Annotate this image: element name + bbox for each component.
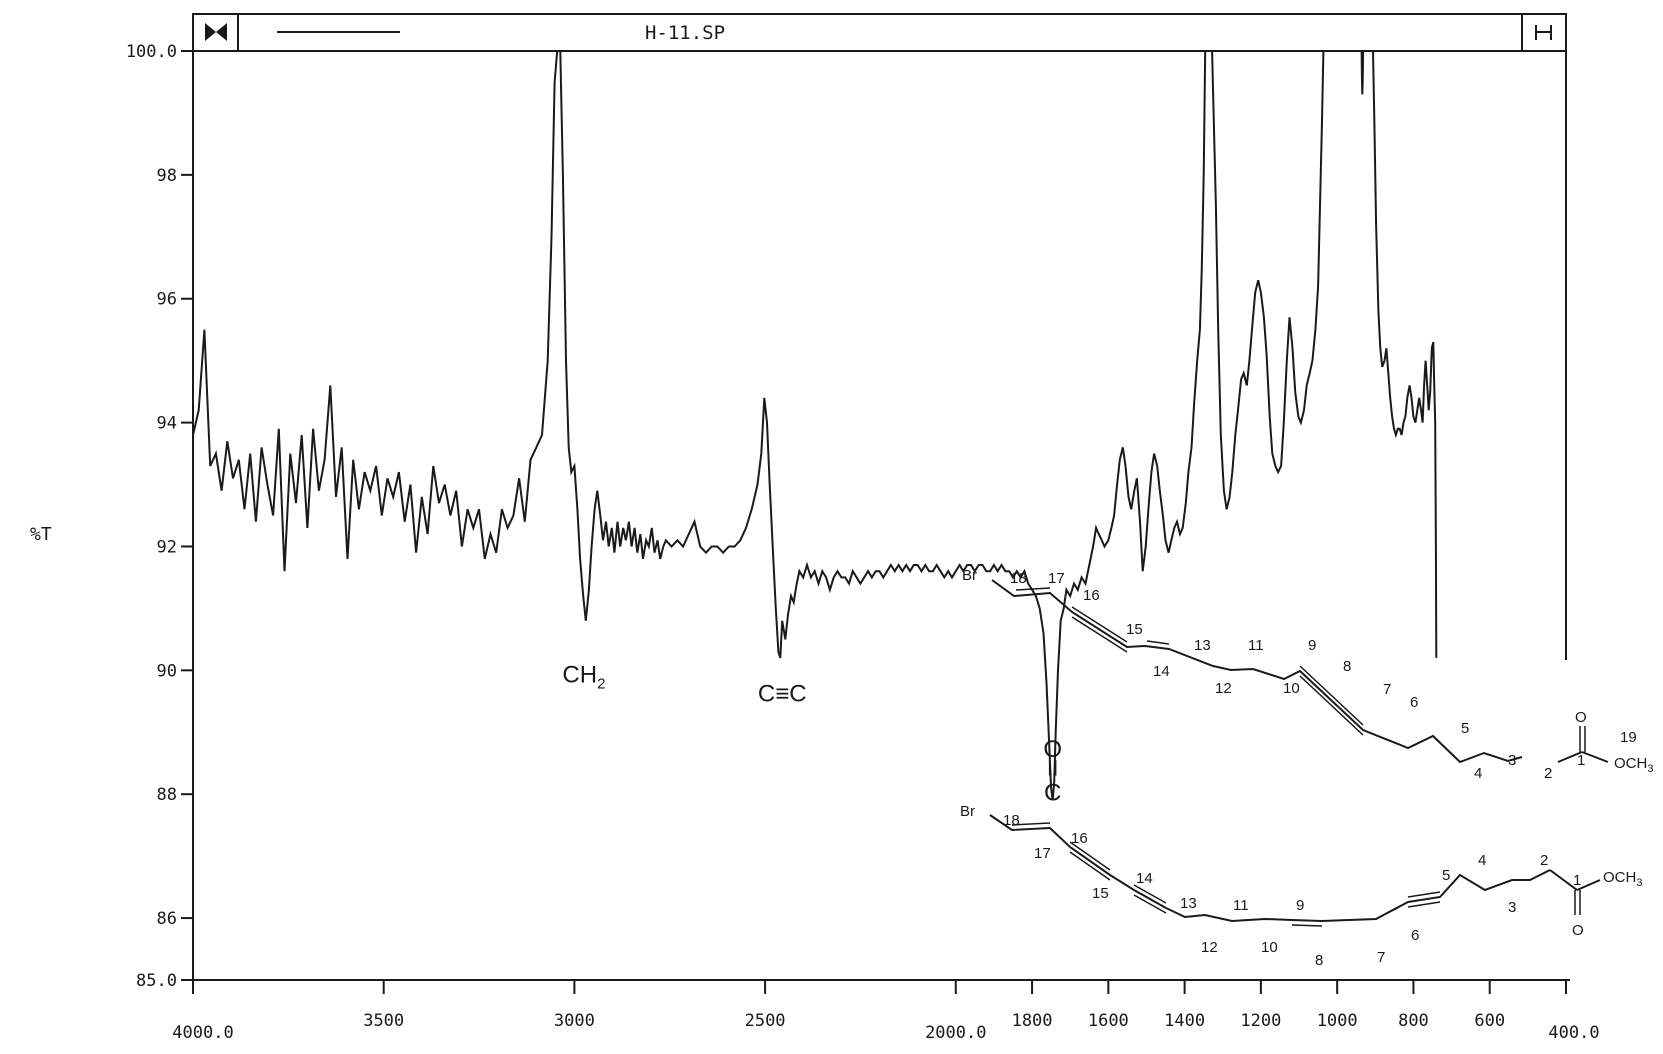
y-tick-label: 94 [157, 414, 177, 434]
x-tick-label: 1600 [1088, 1011, 1129, 1031]
structure-top-c8: 8 [1343, 658, 1351, 675]
structure-bottom-c5: 5 [1442, 867, 1450, 884]
h-bar-icon[interactable] [1535, 25, 1552, 40]
structure-top-c12: 12 [1215, 680, 1232, 697]
structure-bottom-c15: 15 [1092, 885, 1109, 902]
structure-top-c7: 7 [1383, 681, 1391, 698]
band-label: C [1044, 779, 1061, 806]
x-tick-label: 2000.0 [925, 1023, 986, 1043]
structure-top-c2: 2 [1544, 765, 1552, 782]
structure-top-carbonyl-o: O [1575, 709, 1587, 726]
y-tick-label: 86 [157, 909, 177, 929]
title-bar-frame [192, 13, 1567, 52]
structure-top-c16: 16 [1083, 587, 1100, 604]
y-tick-label: 100.0 [126, 42, 177, 62]
band-label: O [1043, 736, 1062, 763]
y-tick-label: 92 [157, 537, 177, 557]
structure-bottom-c1: 1 [1573, 872, 1581, 889]
structure-top-br: Br [962, 567, 977, 584]
structure-bottom-c3: 3 [1508, 899, 1516, 916]
structure-bottom-c11: 11 [1233, 897, 1249, 914]
structure-bottom: Br 18 17 16 15 14 13 12 11 10 9 8 7 6 5 … [960, 803, 1642, 969]
structure-top-c11: 11 [1248, 637, 1264, 654]
plot-area [192, 51, 1570, 981]
x-tick-label: 4000.0 [172, 1023, 233, 1043]
x-tick-label: 2500 [745, 1011, 786, 1031]
structure-bottom-c4: 4 [1478, 852, 1486, 869]
y-tick-label: 98 [157, 166, 177, 186]
structure-top-c4: 4 [1474, 765, 1482, 782]
x-tick-label: 800 [1398, 1011, 1429, 1031]
structure-top-c13: 13 [1194, 637, 1211, 654]
structure-bottom-c9: 9 [1296, 897, 1304, 914]
band-annotations: CH2 C≡C OC [562, 662, 1062, 807]
y-tick-label: 96 [157, 290, 177, 310]
structure-bottom-carbonyl-o: O [1572, 922, 1584, 939]
band-label: C≡C [758, 680, 807, 707]
x-tick-label: 400.0 [1548, 1023, 1599, 1043]
x-ticks: 4000.0 3500 3000 2500 2000.0 1800 1600 1400 1200… [172, 980, 1600, 1043]
structure-bottom-br: Br [960, 803, 975, 820]
structure-bottom-c2: 2 [1540, 852, 1548, 869]
x-tick-label: 1000 [1317, 1011, 1358, 1031]
structure-bottom-c14: 14 [1136, 870, 1153, 887]
structure-top-c9: 9 [1308, 637, 1316, 654]
structure-bottom-c13: 13 [1180, 895, 1197, 912]
structure-bottom-c16: 16 [1071, 830, 1088, 847]
structure-bottom-ester: OCH3 [1603, 869, 1642, 889]
structure-top-c18: 18 [1010, 570, 1027, 587]
x-tick-label: 1800 [1012, 1011, 1053, 1031]
x-tick-label: 3500 [363, 1011, 404, 1031]
structure-top: Br 18 17 16 15 14 13 12 11 10 9 8 7 6 5 … [962, 567, 1653, 782]
structure-bottom-c8: 8 [1315, 952, 1323, 969]
bowtie-icon[interactable] [205, 23, 227, 41]
y-tick-label: 85.0 [136, 971, 177, 991]
structure-top-c14: 14 [1153, 663, 1170, 680]
y-ticks: 100.0 98 96 94 92 90 88 86 85.0 [126, 42, 193, 991]
y-axis-label: %T [30, 524, 52, 545]
structure-bottom-c6: 6 [1411, 927, 1419, 944]
band-label: CH2 [562, 662, 605, 693]
x-tick-label: 600 [1474, 1011, 1505, 1031]
y-tick-label: 90 [157, 661, 177, 681]
file-name: H-11.SP [645, 22, 725, 44]
spectrum-line [192, 50, 1438, 801]
structure-top-c19: 19 [1620, 729, 1637, 746]
structure-bottom-c12: 12 [1201, 939, 1218, 956]
structure-top-ester: OCH3 [1614, 755, 1653, 775]
x-tick-label: 1200 [1240, 1011, 1281, 1031]
x-tick-label: 3000 [554, 1011, 595, 1031]
structure-top-c10: 10 [1283, 680, 1300, 697]
structure-bottom-c17: 17 [1034, 845, 1051, 862]
x-tick-label: 1400 [1164, 1011, 1205, 1031]
structure-bottom-c18: 18 [1003, 812, 1020, 829]
structure-top-c17: 17 [1048, 570, 1065, 587]
structure-top-c3: 3 [1508, 752, 1516, 769]
title-bar: H-11.SP [192, 13, 1567, 52]
structure-top-c1: 1 [1577, 752, 1585, 769]
structure-top-c5: 5 [1461, 720, 1469, 737]
structure-top-c15: 15 [1126, 621, 1143, 638]
structure-bottom-c7: 7 [1377, 949, 1385, 966]
y-tick-label: 88 [157, 785, 177, 805]
structure-bottom-c10: 10 [1261, 939, 1278, 956]
structure-top-c6: 6 [1410, 694, 1418, 711]
